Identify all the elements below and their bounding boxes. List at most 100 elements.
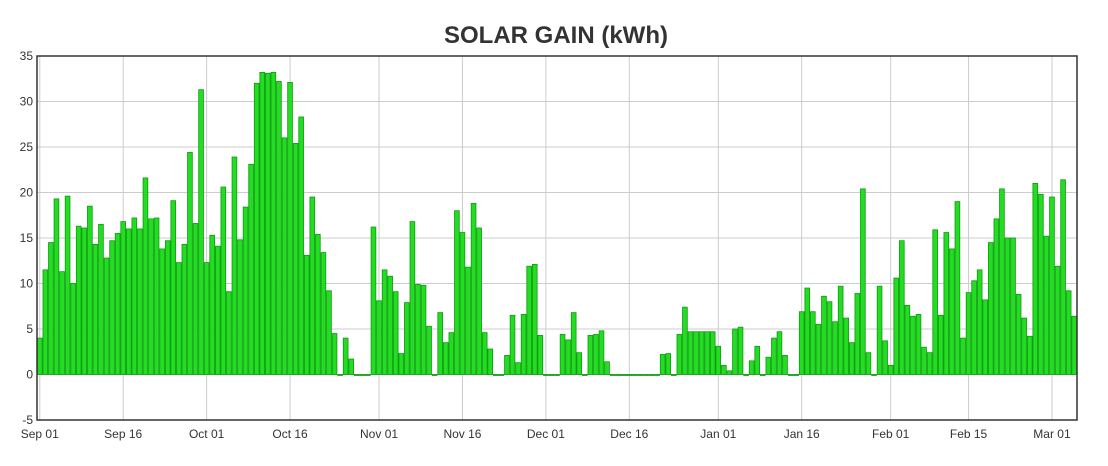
plot-frame — [36, 55, 1078, 421]
bar — [798, 311, 805, 375]
bar — [420, 284, 427, 375]
bar — [871, 374, 877, 376]
y-tick-label: 20 — [20, 186, 34, 200]
bar — [220, 186, 227, 375]
bar — [498, 374, 505, 376]
bar — [87, 205, 93, 375]
bar — [176, 262, 182, 375]
axes: -5 0 5 10 15 20 25 30 35 Sep 01 Sep 16 Oct 01 Oct 16… — [20, 49, 1078, 441]
bar — [737, 326, 744, 375]
bar — [531, 263, 538, 375]
bar — [365, 374, 371, 376]
bar — [415, 284, 421, 375]
x-tick-label: Dec 16 — [610, 427, 648, 441]
bar — [632, 374, 638, 376]
bar — [887, 364, 894, 375]
bar — [1015, 294, 1022, 375]
y-tick-label: 10 — [20, 277, 34, 291]
bar — [359, 374, 366, 376]
bar — [281, 137, 288, 375]
y-tick-label: 0 — [26, 368, 33, 382]
bar — [48, 242, 54, 375]
bar — [481, 332, 488, 375]
bar — [1021, 317, 1027, 375]
bar — [582, 374, 588, 376]
bar — [120, 221, 126, 375]
bar — [276, 81, 282, 375]
y-tick-label: 5 — [26, 322, 33, 336]
x-tick-label: Sep 01 — [21, 427, 59, 441]
bar — [442, 342, 449, 375]
bar — [854, 293, 861, 375]
bar — [465, 266, 471, 375]
bar — [821, 295, 827, 375]
bar — [326, 290, 332, 375]
bar — [988, 242, 994, 375]
bar — [409, 221, 416, 375]
bar — [537, 334, 544, 375]
bar — [103, 257, 110, 375]
bar — [37, 337, 43, 375]
bar — [75, 225, 82, 375]
bar — [793, 374, 799, 376]
bar — [348, 358, 355, 375]
bar — [654, 374, 660, 376]
bar — [148, 218, 154, 375]
bar — [1071, 315, 1077, 375]
bar — [253, 82, 260, 375]
bar — [159, 248, 165, 375]
bar — [837, 285, 844, 375]
bar — [320, 252, 327, 375]
bar — [298, 116, 304, 375]
bar — [904, 304, 911, 375]
bar — [376, 300, 382, 375]
bar — [198, 89, 204, 375]
bar — [843, 317, 849, 375]
bar — [832, 321, 838, 375]
y-tick-label: 35 — [20, 49, 34, 63]
bar — [754, 345, 760, 375]
bar — [910, 315, 916, 375]
bar — [782, 354, 788, 375]
bar — [609, 374, 616, 376]
bar — [259, 71, 266, 375]
x-tick-label: Nov 01 — [360, 427, 398, 441]
x-tick-label: Nov 16 — [443, 427, 481, 441]
bar — [131, 217, 138, 375]
bar — [164, 240, 171, 375]
bar — [504, 354, 510, 375]
bar — [392, 291, 399, 375]
bar — [303, 254, 310, 375]
bar — [248, 163, 254, 375]
bar — [743, 374, 749, 376]
y-tick-label: 15 — [20, 231, 34, 245]
bar — [715, 345, 722, 375]
bar — [787, 374, 794, 376]
x-tick-label: Sep 16 — [104, 427, 142, 441]
bar — [771, 337, 777, 375]
bar — [598, 330, 605, 375]
bar — [142, 177, 149, 375]
bar — [109, 240, 115, 375]
bar — [1004, 237, 1011, 375]
bar — [587, 334, 594, 375]
bar — [899, 240, 905, 375]
bar — [265, 72, 271, 375]
bars — [37, 71, 1077, 376]
bar — [860, 188, 866, 375]
chart-title: SOLAR GAIN (kWh) — [444, 22, 668, 49]
bar — [1043, 235, 1050, 375]
bar — [342, 337, 349, 375]
bar — [971, 280, 977, 375]
bar — [226, 291, 232, 375]
bar — [704, 331, 710, 375]
bar — [682, 306, 688, 375]
bar — [1038, 193, 1044, 375]
bar — [865, 352, 872, 375]
bar — [53, 198, 60, 375]
y-tick-label: 25 — [20, 140, 34, 154]
bar — [287, 81, 293, 375]
bar — [570, 312, 577, 375]
bar — [170, 200, 177, 375]
x-tick-label: Oct 01 — [189, 427, 225, 441]
